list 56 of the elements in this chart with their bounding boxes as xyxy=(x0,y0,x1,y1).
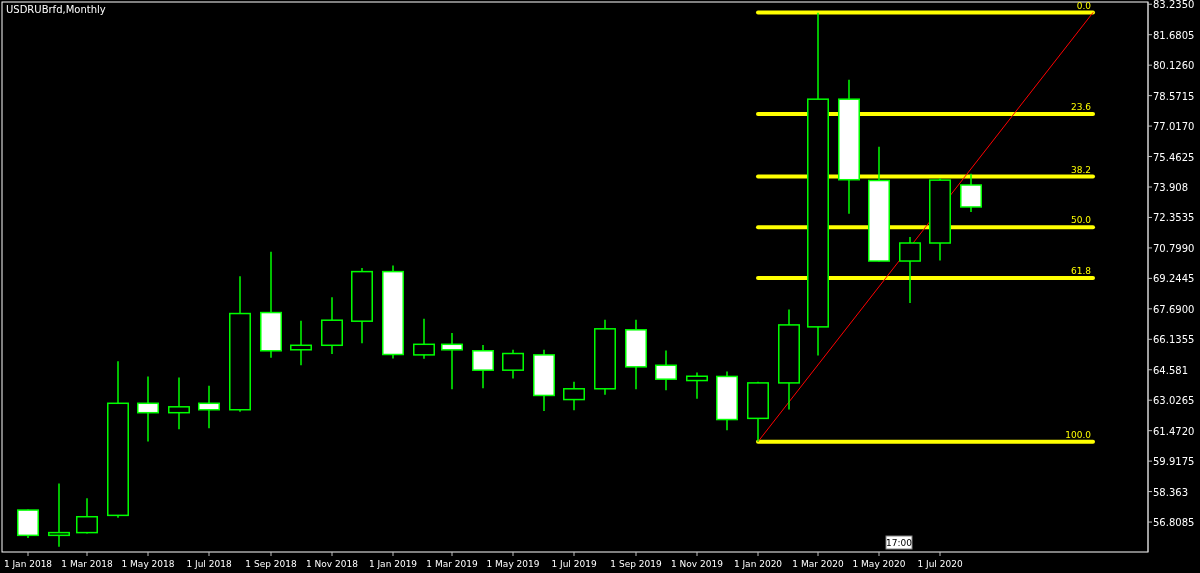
candlestick xyxy=(441,332,463,390)
candlestick xyxy=(290,320,312,367)
annotation: 61.8 xyxy=(1070,265,1092,276)
annotation: 100.0 xyxy=(1065,429,1092,440)
x-tick-label: 1 May 2020 xyxy=(852,559,906,569)
candlestick xyxy=(76,497,98,535)
y-tick-label: 59.9175 xyxy=(1153,456,1195,468)
x-tick-label: 1 May 2018 xyxy=(121,559,175,569)
candlestick xyxy=(168,376,190,430)
annotation: 17:00 xyxy=(886,538,913,548)
y-tick-label: 70.7990 xyxy=(1153,242,1195,254)
y-tick-label: 75.4625 xyxy=(1153,151,1195,163)
x-tick-label: 1 Jan 2019 xyxy=(368,559,418,569)
y-tick-label: 58.363 xyxy=(1153,486,1188,498)
candlestick xyxy=(472,344,494,389)
y-tick-label: 73.908 xyxy=(1153,182,1188,194)
x-tick-label: 1 Jul 2018 xyxy=(186,559,232,569)
x-tick-label: 1 May 2019 xyxy=(486,559,540,569)
annotation: 50.0 xyxy=(1070,215,1092,226)
candlestick xyxy=(655,349,677,391)
candlestick xyxy=(502,349,524,380)
chart-title: USDRUBrfd,Monthly xyxy=(6,4,106,15)
y-tick-label: 56.8085 xyxy=(1153,517,1195,529)
x-tick-label: 1 Jan 2020 xyxy=(733,559,783,569)
x-tick-label: 1 Jul 2019 xyxy=(551,559,597,569)
candlestick xyxy=(48,482,70,548)
x-tick-label: 1 Mar 2020 xyxy=(792,559,844,569)
x-tick-label: 1 Nov 2019 xyxy=(671,559,724,569)
candlestick xyxy=(899,236,921,304)
x-tick-label: 1 Jan 2018 xyxy=(3,559,53,569)
y-tick-label: 78.5715 xyxy=(1153,90,1195,102)
x-tick-label: 1 Sep 2018 xyxy=(245,559,297,569)
candlestick xyxy=(563,380,585,411)
candlestick xyxy=(960,173,982,213)
y-tick-label: 67.6900 xyxy=(1153,303,1195,315)
y-tick-label: 83.2350 xyxy=(1153,0,1195,11)
y-tick-label: 63.0265 xyxy=(1153,395,1195,407)
annotation: 0.0 xyxy=(1076,0,1092,11)
y-tick-label: 61.4720 xyxy=(1153,425,1195,437)
y-tick-label: 72.3535 xyxy=(1153,212,1195,224)
candlestick xyxy=(413,318,435,360)
y-tick-label: 77.0170 xyxy=(1153,121,1195,133)
y-tick-label: 69.2445 xyxy=(1153,273,1195,285)
x-tick-label: 1 Mar 2018 xyxy=(61,559,113,569)
y-tick-label: 81.6805 xyxy=(1153,29,1195,41)
y-tick-label: 64.581 xyxy=(1153,364,1188,376)
candlestick xyxy=(686,371,708,400)
y-tick-label: 80.1260 xyxy=(1153,60,1195,72)
x-tick-label: 1 Sep 2019 xyxy=(610,559,662,569)
x-tick-label: 1 Jul 2020 xyxy=(917,559,963,569)
y-tick-label: 66.1355 xyxy=(1153,334,1195,346)
annotation: 23.6 xyxy=(1070,101,1092,112)
x-tick-label: 1 Mar 2019 xyxy=(426,559,478,569)
x-tick-label: 1 Nov 2018 xyxy=(306,559,359,569)
annotation: 38.2 xyxy=(1070,164,1091,175)
candlestick xyxy=(137,375,159,443)
